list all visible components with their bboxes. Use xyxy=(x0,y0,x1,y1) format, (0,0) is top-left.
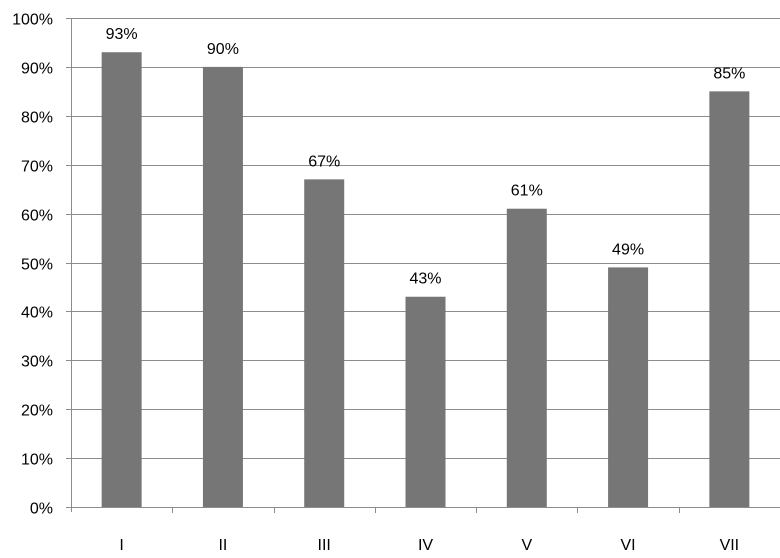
y-tick-label: 40% xyxy=(21,305,53,322)
bars xyxy=(101,52,750,508)
x-tick-label-VII: VII xyxy=(720,537,740,554)
gridlines xyxy=(71,18,780,459)
y-tick-label: 30% xyxy=(21,354,53,371)
x-tick-label-III: III xyxy=(318,537,331,554)
y-tick-label: 100% xyxy=(12,12,53,29)
y-tick-label: 0% xyxy=(30,501,53,518)
bar-V xyxy=(506,208,547,507)
bar-I xyxy=(101,52,142,507)
y-tick-label: 80% xyxy=(21,110,53,127)
x-tick-label-II: II xyxy=(218,537,227,554)
data-label-V: 61% xyxy=(511,183,543,200)
y-tick-label: 10% xyxy=(21,452,53,469)
y-tick-label: 50% xyxy=(21,257,53,274)
y-tick-label: 70% xyxy=(21,159,53,176)
y-tick-label: 20% xyxy=(21,403,53,420)
data-labels: 93% 90% 67% 43% 61% 49% 85% xyxy=(106,26,746,288)
data-label-I: 93% xyxy=(106,26,138,43)
x-tick-label-I: I xyxy=(119,537,123,554)
axes xyxy=(66,18,780,513)
x-axis-tick-labels: I II III IV V VI VII xyxy=(119,537,739,554)
data-label-IV: 43% xyxy=(409,271,441,288)
y-tick-label: 90% xyxy=(21,61,53,78)
bar-IV xyxy=(405,296,446,507)
data-label-II: 90% xyxy=(207,41,239,58)
data-label-III: 67% xyxy=(308,153,340,170)
y-axis-tick-labels: 0% 10% 20% 30% 40% 50% 60% 70% 80% 90% 100% xyxy=(12,12,53,518)
y-tick-label: 60% xyxy=(21,208,53,225)
bar-II xyxy=(202,66,243,508)
data-label-VII: 85% xyxy=(713,65,745,82)
x-tick-label-V: V xyxy=(521,537,532,554)
x-tick-label-IV: IV xyxy=(418,537,433,554)
bar-VII xyxy=(709,91,750,507)
x-tick-label-VI: VI xyxy=(621,537,636,554)
bar-III xyxy=(304,179,345,507)
data-label-VI: 49% xyxy=(612,241,644,258)
bar-VI xyxy=(608,267,649,507)
